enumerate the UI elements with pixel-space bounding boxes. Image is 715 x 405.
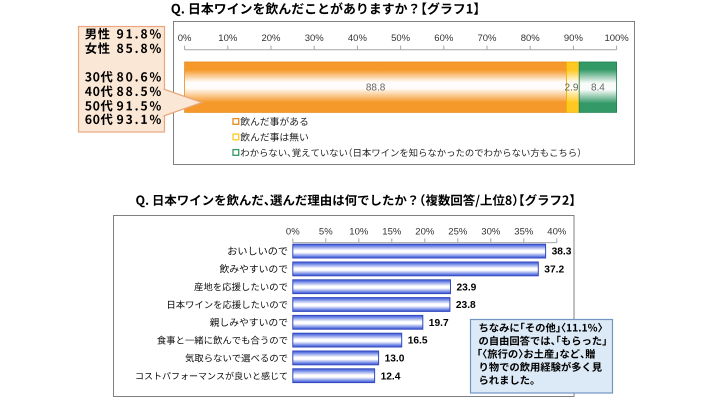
svg-text:30%: 30% xyxy=(481,227,501,238)
svg-text:100%: 100% xyxy=(604,33,629,44)
svg-text:2.9: 2.9 xyxy=(565,83,579,94)
svg-text:15%: 15% xyxy=(382,227,402,238)
svg-text:30%: 30% xyxy=(305,33,325,44)
svg-text:8.4: 8.4 xyxy=(591,83,605,94)
svg-text:35%: 35% xyxy=(514,227,534,238)
svg-text:38.3: 38.3 xyxy=(552,247,572,258)
svg-text:10%: 10% xyxy=(349,227,369,238)
svg-text:16.5: 16.5 xyxy=(408,336,428,347)
svg-text:23.8: 23.8 xyxy=(456,300,476,311)
svg-text:40%: 40% xyxy=(547,227,567,238)
svg-text:25%: 25% xyxy=(448,227,468,238)
svg-text:20%: 20% xyxy=(415,227,435,238)
svg-text:70%: 70% xyxy=(477,33,497,44)
svg-text:37.2: 37.2 xyxy=(544,265,564,276)
svg-text:20%: 20% xyxy=(261,33,281,44)
svg-text:13.0: 13.0 xyxy=(385,354,405,365)
svg-text:50%: 50% xyxy=(391,33,411,44)
svg-text:88.8: 88.8 xyxy=(366,83,386,94)
svg-text:90%: 90% xyxy=(564,33,584,44)
svg-text:0%: 0% xyxy=(178,33,192,44)
svg-text:10%: 10% xyxy=(218,33,238,44)
svg-text:80%: 80% xyxy=(521,33,541,44)
svg-text:5%: 5% xyxy=(319,227,333,238)
svg-text:60%: 60% xyxy=(434,33,454,44)
svg-text:23.9: 23.9 xyxy=(457,282,477,293)
svg-text:40%: 40% xyxy=(348,33,368,44)
svg-text:12.4: 12.4 xyxy=(381,371,401,382)
svg-text:19.7: 19.7 xyxy=(429,318,449,329)
svg-text:0%: 0% xyxy=(286,227,300,238)
